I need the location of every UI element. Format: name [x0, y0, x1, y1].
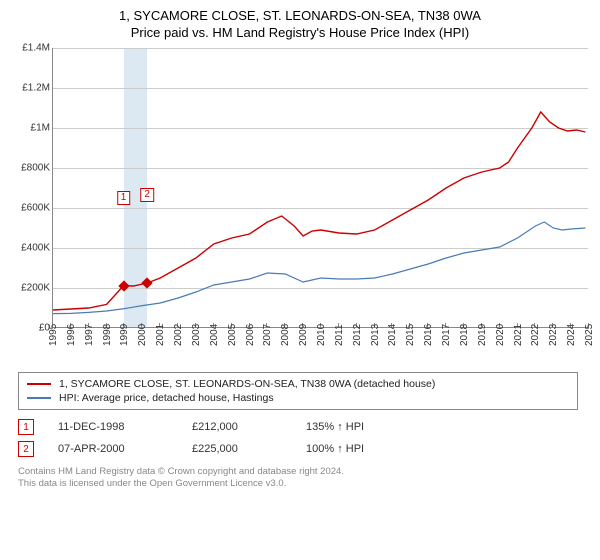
footer-attribution: Contains HM Land Registry data © Crown c… — [18, 466, 588, 491]
footer-line-1: Contains HM Land Registry data © Crown c… — [18, 466, 588, 478]
x-tick-label: 2019 — [477, 316, 488, 346]
sale-hpi: 135% ↑ HPI — [306, 421, 396, 433]
x-tick-label: 2023 — [548, 316, 559, 346]
legend-label: HPI: Average price, detached house, Hast… — [59, 392, 274, 404]
x-tick-label: 2020 — [495, 316, 506, 346]
x-tick-label: 2013 — [370, 316, 381, 346]
plot-region: 12 — [52, 48, 588, 328]
y-tick-label: £200K — [21, 283, 50, 294]
x-tick-label: 2022 — [530, 316, 541, 346]
title-subtitle: Price paid vs. HM Land Registry's House … — [12, 25, 588, 40]
legend-label: 1, SYCAMORE CLOSE, ST. LEONARDS-ON-SEA, … — [59, 378, 435, 390]
x-tick-label: 2003 — [191, 316, 202, 346]
x-tick-label: 2007 — [262, 316, 273, 346]
sale-badge: 1 — [18, 419, 34, 435]
x-tick-label: 2010 — [316, 316, 327, 346]
x-tick-label: 2004 — [209, 316, 220, 346]
sale-badge: 2 — [18, 441, 34, 457]
x-tick-label: 1996 — [66, 316, 77, 346]
x-tick-label: 2018 — [459, 316, 470, 346]
title-block: 1, SYCAMORE CLOSE, ST. LEONARDS-ON-SEA, … — [12, 8, 588, 40]
sale-marker-label: 1 — [117, 191, 131, 205]
x-tick-label: 2006 — [245, 316, 256, 346]
sale-price: £225,000 — [192, 443, 282, 455]
legend: 1, SYCAMORE CLOSE, ST. LEONARDS-ON-SEA, … — [18, 372, 578, 410]
x-tick-label: 2024 — [566, 316, 577, 346]
x-tick-label: 2015 — [405, 316, 416, 346]
y-tick-label: £1.4M — [22, 43, 50, 54]
legend-item: HPI: Average price, detached house, Hast… — [27, 391, 569, 405]
x-tick-label: 1998 — [102, 316, 113, 346]
chart-lines — [53, 48, 589, 328]
legend-item: 1, SYCAMORE CLOSE, ST. LEONARDS-ON-SEA, … — [27, 377, 569, 391]
y-tick-label: £800K — [21, 163, 50, 174]
sale-date: 07-APR-2000 — [58, 443, 168, 455]
title-address: 1, SYCAMORE CLOSE, ST. LEONARDS-ON-SEA, … — [12, 8, 588, 23]
x-tick-label: 1997 — [84, 316, 95, 346]
sales-table: 1 11-DEC-1998 £212,000 135% ↑ HPI 2 07-APR-20… — [18, 416, 588, 460]
y-axis: £0£200K£400K£600K£800K£1M£1.2M£1.4M — [12, 48, 52, 328]
x-tick-label: 2009 — [298, 316, 309, 346]
series-hpi — [53, 222, 585, 314]
sale-row: 2 07-APR-2000 £225,000 100% ↑ HPI — [18, 438, 588, 460]
x-axis: 1995199619971998199920002001200220032004… — [52, 328, 588, 368]
x-tick-label: 2005 — [227, 316, 238, 346]
y-tick-label: £400K — [21, 243, 50, 254]
sale-row: 1 11-DEC-1998 £212,000 135% ↑ HPI — [18, 416, 588, 438]
y-tick-label: £1.2M — [22, 83, 50, 94]
x-tick-label: 2017 — [441, 316, 452, 346]
x-tick-label: 1995 — [48, 316, 59, 346]
x-tick-label: 2001 — [155, 316, 166, 346]
footer-line-2: This data is licensed under the Open Gov… — [18, 478, 588, 490]
x-tick-label: 2016 — [423, 316, 434, 346]
sale-price: £212,000 — [192, 421, 282, 433]
x-tick-label: 2011 — [334, 316, 345, 346]
x-tick-label: 2021 — [513, 316, 524, 346]
x-tick-label: 2000 — [137, 316, 148, 346]
y-tick-label: £600K — [21, 203, 50, 214]
legend-swatch — [27, 397, 51, 399]
x-tick-label: 2014 — [387, 316, 398, 346]
x-tick-label: 2002 — [173, 316, 184, 346]
x-tick-label: 1999 — [119, 316, 130, 346]
y-tick-label: £1M — [31, 123, 50, 134]
sale-marker-label: 2 — [140, 188, 154, 202]
x-tick-label: 2025 — [584, 316, 595, 346]
sale-date: 11-DEC-1998 — [58, 421, 168, 433]
x-tick-label: 2012 — [352, 316, 363, 346]
chart-container: 1, SYCAMORE CLOSE, ST. LEONARDS-ON-SEA, … — [0, 0, 600, 495]
legend-swatch — [27, 383, 51, 385]
chart-area: £0£200K£400K£600K£800K£1M£1.2M£1.4M 12 1… — [12, 48, 588, 368]
sale-hpi: 100% ↑ HPI — [306, 443, 396, 455]
x-tick-label: 2008 — [280, 316, 291, 346]
series-property — [53, 112, 585, 310]
